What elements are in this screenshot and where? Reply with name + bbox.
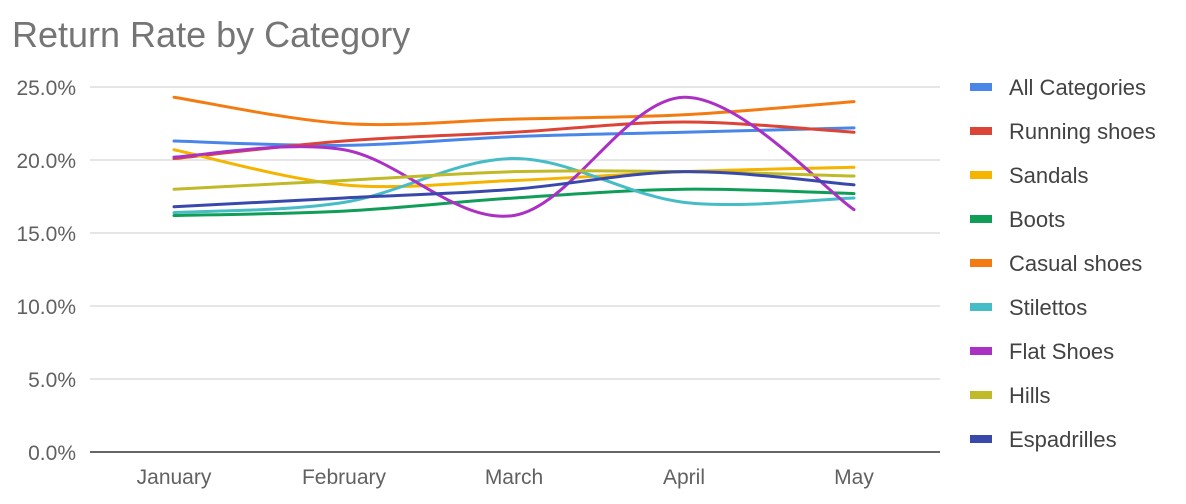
- legend-label: Casual shoes: [1009, 251, 1142, 276]
- legend-swatch: [970, 127, 992, 135]
- series-line-all-categories: [172, 126, 856, 147]
- legend-label: Stilettos: [1009, 295, 1087, 320]
- legend-item-hills[interactable]: Hills: [970, 383, 1051, 408]
- legend-swatch: [970, 171, 992, 179]
- legend-swatch: [970, 435, 992, 443]
- legend-item-casual-shoes[interactable]: Casual shoes: [970, 251, 1142, 276]
- y-tick-label: 10.0%: [16, 296, 76, 319]
- series-line-running-shoes: [172, 120, 856, 161]
- legend-label: Espadrilles: [1009, 427, 1117, 452]
- series-line-boots: [172, 187, 856, 217]
- y-tick-label: 5.0%: [28, 369, 76, 392]
- legend-swatch: [970, 303, 992, 311]
- chart-title: Return Rate by Category: [12, 14, 411, 55]
- legend-label: Boots: [1009, 207, 1065, 232]
- legend-label: Flat Shoes: [1009, 339, 1114, 364]
- x-tick-label: January: [137, 466, 212, 489]
- legend-item-flat-shoes[interactable]: Flat Shoes: [970, 339, 1114, 364]
- legend-swatch: [970, 347, 992, 355]
- legend-label: Sandals: [1009, 163, 1089, 188]
- legend-swatch: [970, 391, 992, 399]
- y-tick-label: 0.0%: [28, 442, 76, 465]
- series-line-casual-shoes: [172, 95, 856, 127]
- x-tick-label: May: [834, 466, 874, 489]
- legend-item-running-shoes[interactable]: Running shoes: [970, 119, 1156, 144]
- legend-item-all-categories[interactable]: All Categories: [970, 75, 1146, 100]
- legend-item-espadrilles[interactable]: Espadrilles: [970, 427, 1117, 452]
- legend-swatch: [970, 215, 992, 223]
- legend-label: All Categories: [1009, 75, 1146, 100]
- x-tick-label: March: [485, 466, 543, 489]
- axes: 0.0% 5.0% 10.0% 15.0% 20.0% 25.0% January Febru…: [16, 77, 940, 489]
- x-tick-label: February: [302, 466, 387, 489]
- series-line-espadrilles: [172, 170, 856, 209]
- legend-label: Running shoes: [1009, 119, 1156, 144]
- legend-swatch: [970, 259, 992, 267]
- legend-item-boots[interactable]: Boots: [970, 207, 1065, 232]
- legend-item-stilettos[interactable]: Stilettos: [970, 295, 1087, 320]
- y-tick-label: 25.0%: [16, 77, 76, 100]
- legend-swatch: [970, 83, 992, 91]
- y-tick-label: 20.0%: [16, 150, 76, 173]
- series-line-sandals: [172, 148, 856, 189]
- y-tick-label: 15.0%: [16, 223, 76, 246]
- series-line-flat-shoes: [172, 95, 856, 218]
- series-lines: [172, 95, 856, 218]
- series-line-stilettos: [172, 157, 856, 215]
- legend[interactable]: All Categories Running shoes Sandals Boots C…: [970, 75, 1156, 452]
- x-tick-label: April: [663, 466, 705, 489]
- legend-label: Hills: [1009, 383, 1051, 408]
- legend-item-sandals[interactable]: Sandals: [970, 163, 1089, 188]
